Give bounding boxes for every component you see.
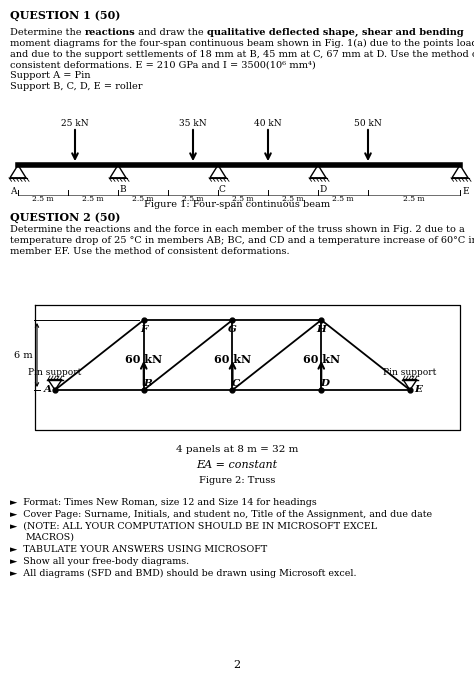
Text: Determine the reactions and the force in each member of the truss shown in Fig. : Determine the reactions and the force in… — [10, 225, 465, 234]
Text: F: F — [140, 325, 147, 334]
Text: C: C — [219, 185, 226, 194]
Text: MACROS): MACROS) — [26, 533, 75, 542]
Text: 6 m: 6 m — [14, 351, 33, 360]
Text: ►  Show all your free-body diagrams.: ► Show all your free-body diagrams. — [10, 557, 189, 566]
Text: 35 kN: 35 kN — [179, 119, 207, 128]
Text: C: C — [232, 379, 241, 388]
Text: G: G — [228, 325, 237, 334]
Text: member EF. Use the method of consistent deformations.: member EF. Use the method of consistent … — [10, 247, 290, 256]
Text: 40 kN: 40 kN — [254, 119, 282, 128]
Text: 4 panels at 8 m = 32 m: 4 panels at 8 m = 32 m — [176, 445, 298, 454]
Text: consistent deformations. E = 210 GPa and I = 3500(10⁶ mm⁴): consistent deformations. E = 210 GPa and… — [10, 61, 316, 70]
Text: 25 kN: 25 kN — [61, 119, 89, 128]
Text: 60 kN: 60 kN — [214, 354, 251, 365]
Text: QUESTION 2 (50): QUESTION 2 (50) — [10, 212, 120, 223]
Text: Determine the: Determine the — [10, 28, 85, 37]
Text: and due to the support settlements of 18 mm at B, 45 mm at C, 67 mm at D. Use th: and due to the support settlements of 18… — [10, 50, 474, 59]
Text: D: D — [321, 379, 330, 388]
Text: 60 kN: 60 kN — [303, 354, 340, 365]
Text: 2: 2 — [233, 660, 241, 670]
Text: Support A = Pin: Support A = Pin — [10, 71, 91, 80]
Text: ►  TABULATE YOUR ANSWERS USING MICROSOFT: ► TABULATE YOUR ANSWERS USING MICROSOFT — [10, 545, 267, 554]
Text: E: E — [462, 187, 469, 196]
Text: ►  All diagrams (SFD and BMD) should be drawn using Microsoft excel.: ► All diagrams (SFD and BMD) should be d… — [10, 569, 356, 578]
Text: ►  (NOTE: ALL YOUR COMPUTATION SHOULD BE IN MICROSOFT EXCEL: ► (NOTE: ALL YOUR COMPUTATION SHOULD BE … — [10, 522, 377, 531]
Text: 2.5 m: 2.5 m — [82, 195, 104, 203]
Text: Figure 1: Four-span continuous beam: Figure 1: Four-span continuous beam — [144, 200, 330, 209]
Text: 2.5 m: 2.5 m — [403, 195, 425, 203]
Text: A: A — [44, 385, 52, 394]
Text: ,: , — [355, 28, 362, 37]
Text: 2.5 m: 2.5 m — [232, 195, 254, 203]
Text: Pin support: Pin support — [28, 368, 82, 377]
Text: qualitative deflected shape: qualitative deflected shape — [207, 28, 355, 37]
Text: A: A — [10, 187, 17, 196]
Text: 2.5 m: 2.5 m — [32, 195, 54, 203]
Text: Figure 2: Truss: Figure 2: Truss — [199, 476, 275, 485]
Text: Support B, C, D, E = roller: Support B, C, D, E = roller — [10, 82, 143, 91]
Text: B: B — [143, 379, 152, 388]
Text: 2.5 m: 2.5 m — [182, 195, 204, 203]
Text: 60 kN: 60 kN — [125, 354, 162, 365]
Text: H: H — [316, 325, 326, 334]
Text: 2.5 m: 2.5 m — [332, 195, 354, 203]
Text: shear and bending: shear and bending — [362, 28, 464, 37]
Text: ►  Cover Page: Surname, Initials, and student no, Title of the Assignment, and d: ► Cover Page: Surname, Initials, and stu… — [10, 510, 432, 519]
Text: reactions: reactions — [85, 28, 136, 37]
Text: moment diagrams for the four-span continuous beam shown in Fig. 1(a) due to the : moment diagrams for the four-span contin… — [10, 39, 474, 48]
Text: 2.5 m: 2.5 m — [282, 195, 304, 203]
Text: 50 kN: 50 kN — [354, 119, 382, 128]
Text: and draw the: and draw the — [136, 28, 207, 37]
Text: D: D — [319, 185, 326, 194]
Text: temperature drop of 25 °C in members AB; BC, and CD and a temperature increase o: temperature drop of 25 °C in members AB;… — [10, 236, 474, 245]
Text: EA = constant: EA = constant — [196, 460, 278, 470]
Text: B: B — [119, 185, 126, 194]
Text: E: E — [414, 385, 422, 394]
Text: Pin support: Pin support — [383, 368, 437, 377]
Text: ►  Format: Times New Roman, size 12 and Size 14 for headings: ► Format: Times New Roman, size 12 and S… — [10, 498, 317, 507]
Text: QUESTION 1 (50): QUESTION 1 (50) — [10, 10, 120, 21]
Text: 2.5 m: 2.5 m — [132, 195, 154, 203]
